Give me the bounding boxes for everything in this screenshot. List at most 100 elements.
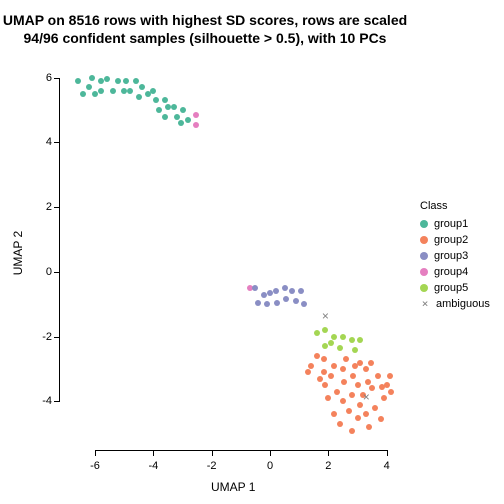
point-group3	[274, 300, 280, 306]
point-group5	[337, 345, 343, 351]
point-group1	[171, 104, 177, 110]
y-tick-label: 0	[32, 266, 52, 278]
point-ambiguous: ×	[363, 390, 370, 404]
point-group3	[255, 300, 261, 306]
x-tick-label: -4	[148, 460, 158, 472]
y-tick-label: 2	[32, 201, 52, 213]
point-group2	[349, 428, 355, 434]
legend-item-ambiguous: × ambiguous	[420, 296, 490, 312]
legend-swatch: ×	[420, 299, 430, 309]
x-axis-label: UMAP 1	[211, 480, 255, 494]
point-group3	[298, 288, 304, 294]
legend-swatch	[420, 220, 428, 228]
legend-title: Class	[420, 200, 490, 212]
legend-label: ambiguous	[436, 298, 490, 310]
point-group2	[305, 369, 311, 375]
y-axis-label: UMAP 2	[11, 230, 25, 274]
point-group2	[349, 392, 355, 398]
point-group1	[180, 107, 186, 113]
point-group5	[314, 330, 320, 336]
y-tick-label: 4	[32, 136, 52, 148]
point-group3	[252, 285, 258, 291]
point-group3	[273, 288, 279, 294]
point-group3	[289, 288, 295, 294]
point-group2	[384, 382, 390, 388]
point-group1	[136, 94, 142, 100]
point-group2	[340, 366, 346, 372]
point-group5	[322, 327, 328, 333]
x-tick-label: -2	[207, 460, 217, 472]
point-group2	[387, 373, 393, 379]
point-group1	[178, 120, 184, 126]
point-group3	[301, 301, 307, 307]
point-group4	[193, 112, 199, 118]
point-group3	[293, 298, 299, 304]
point-group2	[357, 360, 363, 366]
y-tick	[54, 207, 60, 208]
point-group1	[115, 78, 121, 84]
point-group5	[340, 334, 346, 340]
legend-label: group3	[434, 250, 468, 262]
y-axis-line	[59, 78, 60, 402]
point-group2	[355, 415, 361, 421]
point-group1	[162, 114, 168, 120]
point-group1	[162, 97, 168, 103]
y-tick-label: -4	[32, 395, 52, 407]
point-group1	[104, 76, 110, 82]
legend-item-group1: group1	[420, 216, 490, 232]
legend-label: group2	[434, 234, 468, 246]
y-tick	[54, 78, 60, 79]
umap-scatter-chart: UMAP on 8516 rows with highest SD scores…	[0, 0, 504, 504]
y-tick	[54, 272, 60, 273]
point-group1	[150, 88, 156, 94]
x-tick	[270, 450, 271, 456]
y-tick-label: 6	[32, 72, 52, 84]
legend-swatch	[420, 236, 428, 244]
point-group2	[350, 373, 356, 379]
point-group1	[75, 78, 81, 84]
legend-swatch	[420, 252, 428, 260]
x-tick	[212, 450, 213, 456]
y-tick	[54, 337, 60, 338]
point-group5	[349, 337, 355, 343]
x-tick	[328, 450, 329, 456]
chart-title-line1: UMAP on 8516 rows with highest SD scores…	[0, 12, 410, 29]
point-group2	[341, 379, 347, 385]
point-ambiguous: ×	[322, 309, 329, 323]
point-group2	[343, 356, 349, 362]
point-group5	[357, 337, 363, 343]
point-group4	[193, 122, 199, 128]
point-group1	[89, 75, 95, 81]
chart-title-line2: 94/96 confident samples (silhouette > 0.…	[0, 30, 410, 47]
point-group1	[153, 97, 159, 103]
legend-label: group4	[434, 266, 468, 278]
legend: Class group1 group2 group3 group4 group5 × amb…	[420, 200, 490, 312]
x-tick-label: 0	[267, 460, 273, 472]
point-group2	[337, 421, 343, 427]
point-group2	[331, 411, 337, 417]
legend-label: group1	[434, 218, 468, 230]
legend-swatch	[420, 284, 428, 292]
point-group2	[334, 389, 340, 395]
point-group3	[282, 285, 288, 291]
point-group2	[346, 408, 352, 414]
point-group2	[331, 363, 337, 369]
point-group2	[325, 395, 331, 401]
point-group1	[133, 78, 139, 84]
point-group1	[139, 84, 145, 90]
point-group2	[355, 382, 361, 388]
x-tick	[153, 450, 154, 456]
legend-swatch	[420, 268, 428, 276]
x-tick	[95, 450, 96, 456]
point-group2	[321, 356, 327, 362]
y-tick-label: -2	[32, 331, 52, 343]
point-group1	[123, 78, 129, 84]
point-group2	[363, 366, 369, 372]
point-group1	[185, 117, 191, 123]
point-group2	[366, 424, 372, 430]
point-group2	[375, 373, 381, 379]
legend-item-group5: group5	[420, 280, 490, 296]
point-group2	[372, 405, 378, 411]
point-group2	[321, 369, 327, 375]
point-group2	[317, 376, 323, 382]
